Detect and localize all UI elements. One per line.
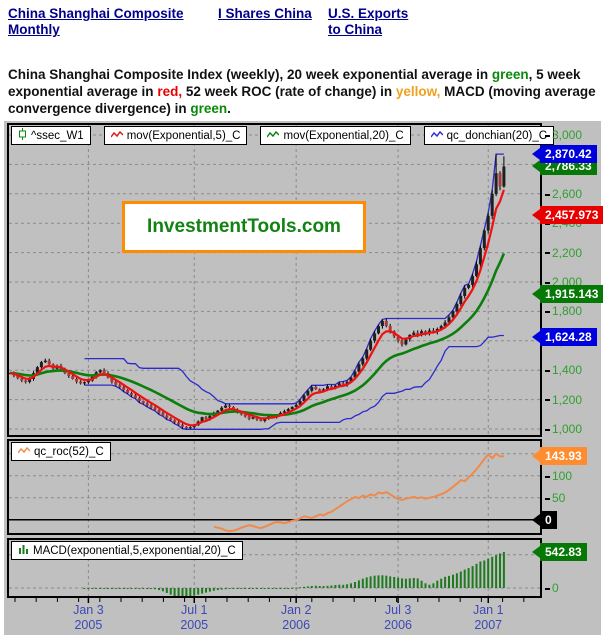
y-axis-label: 2,200 [545, 247, 582, 259]
y-axis-label: 100 [545, 470, 572, 482]
description-run: , 5 week exponential average in [8, 67, 581, 99]
y-axis-label: 1,400 [545, 364, 582, 376]
roc-legend-row: qc_roc(52)_C [11, 442, 111, 461]
macd-plot [9, 540, 540, 596]
line-icon [266, 130, 280, 142]
tag-arrow-icon [532, 331, 540, 344]
line-icon [110, 130, 124, 142]
tag-arrow-icon [532, 546, 540, 558]
y-axis-label: 3,000 [545, 129, 582, 141]
roc-plot [9, 441, 540, 533]
description-run: 52 week ROC (rate of change) in [182, 84, 396, 99]
tag-arrow-icon [532, 208, 540, 221]
tag-arrow-icon [532, 450, 540, 463]
legend-chip--ssec-w1[interactable]: ^ssec_W1 [11, 126, 91, 145]
donchian-lower-tag: 1,624.28 [532, 328, 597, 347]
legend-chip-mov-exponential-5-c[interactable]: mov(Exponential,5)_C [103, 126, 248, 145]
tag-value: 1,915.143 [540, 285, 604, 304]
chart-area: ^ssec_W1 mov(Exponential,5)_C mov(Exponent… [4, 121, 604, 635]
legend-chip-mov-exponential-20-c[interactable]: mov(Exponential,20)_C [260, 126, 411, 145]
legend-label: mov(Exponential,5)_C [126, 129, 241, 142]
y-axis-label: 50 [545, 492, 565, 504]
y-axis-label: 1,200 [545, 394, 582, 406]
tag-value: 2,457.973 [540, 205, 604, 224]
x-axis-date-label: Jan 2 2006 [280, 603, 312, 632]
roc-value-tag: 143.93 [532, 447, 587, 466]
legend-chip-qc-roc-52-c[interactable]: qc_roc(52)_C [11, 442, 111, 461]
investmenttools-watermark: InvestmentTools.com [122, 201, 366, 253]
tag-value: 2,870.42 [540, 145, 597, 164]
legend-label: mov(Exponential,20)_C [283, 129, 404, 142]
description-run: MACD (moving average convergence diverge… [8, 84, 596, 116]
roc-panel [7, 439, 542, 535]
description-run: . [227, 101, 231, 116]
donchian-upper-tag: 2,870.42 [532, 145, 597, 164]
tag-value: 0 [540, 510, 557, 529]
legend-label: MACD(exponential,5,exponential,20)_C [33, 544, 236, 557]
y-axis-label: 2,600 [545, 188, 582, 200]
tag-arrow-icon [532, 148, 540, 161]
y-axis-label: 1,000 [545, 423, 582, 435]
description-run: China Shanghai Composite Index (weekly),… [8, 67, 492, 82]
candle-icon [18, 128, 27, 143]
tag-arrow-icon [532, 160, 540, 173]
description-run: red, [157, 84, 183, 99]
y-axis-label: 0 [545, 582, 559, 594]
ema5-tag: 2,457.973 [532, 205, 604, 224]
nav-link-us-exports-to-china[interactable]: U.S. Exports to China [328, 6, 409, 37]
x-axis-date-label: Jul 3 2006 [384, 603, 412, 632]
nav-link-china-shanghai-composite-monthly[interactable]: China Shanghai Composite Monthly [8, 6, 184, 37]
price-legend-row: ^ssec_W1 mov(Exponential,5)_C mov(Exponent… [11, 126, 555, 145]
macd-legend-row: MACD(exponential,5,exponential,20)_C [11, 541, 243, 560]
legend-label: qc_donchian(20)_C [446, 129, 548, 142]
x-axis-date-label: Jul 1 2005 [180, 603, 209, 632]
description-run: green [491, 67, 529, 82]
legend-label: ^ssec_W1 [31, 129, 84, 142]
x-axis-date-label: Jan 1 2007 [472, 603, 504, 632]
description-run: yellow, [395, 84, 441, 99]
tag-value: 143.93 [540, 447, 587, 466]
ema20-tag: 1,915.143 [532, 285, 604, 304]
description-run: green [190, 101, 228, 116]
roc-zero-tag: 0 [532, 510, 557, 529]
legend-chip-qc-donchian-20-c[interactable]: qc_donchian(20)_C [423, 126, 555, 145]
line-icon [430, 130, 444, 142]
price-plot [9, 125, 540, 435]
bars-icon [18, 544, 29, 557]
legend-label: qc_roc(52)_C [34, 445, 104, 458]
line-icon [17, 446, 31, 458]
y-axis-label: 1,800 [545, 305, 582, 317]
macd-panel [7, 538, 542, 598]
tag-value: 1,624.28 [540, 328, 597, 347]
price-panel [7, 123, 542, 437]
y-axis-label: 2,000 [545, 276, 582, 288]
tag-value: 542.83 [540, 543, 587, 561]
tag-arrow-icon [532, 288, 540, 301]
x-axis-ticks [14, 598, 525, 603]
macd-value-tag: 542.83 [532, 543, 587, 561]
chart-description: China Shanghai Composite Index (weekly),… [8, 66, 596, 117]
x-axis-date-label: Jan 3 2005 [73, 603, 104, 632]
legend-chip-macd-exponential-5-exponential-20-c[interactable]: MACD(exponential,5,exponential,20)_C [11, 541, 243, 560]
nav-link-ishares-china[interactable]: I Shares China [218, 6, 312, 21]
tag-arrow-icon [532, 513, 540, 526]
